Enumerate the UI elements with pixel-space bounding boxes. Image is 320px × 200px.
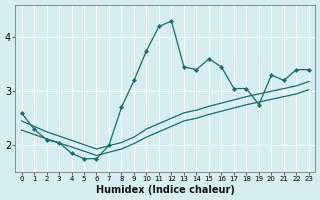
X-axis label: Humidex (Indice chaleur): Humidex (Indice chaleur)	[96, 185, 235, 195]
